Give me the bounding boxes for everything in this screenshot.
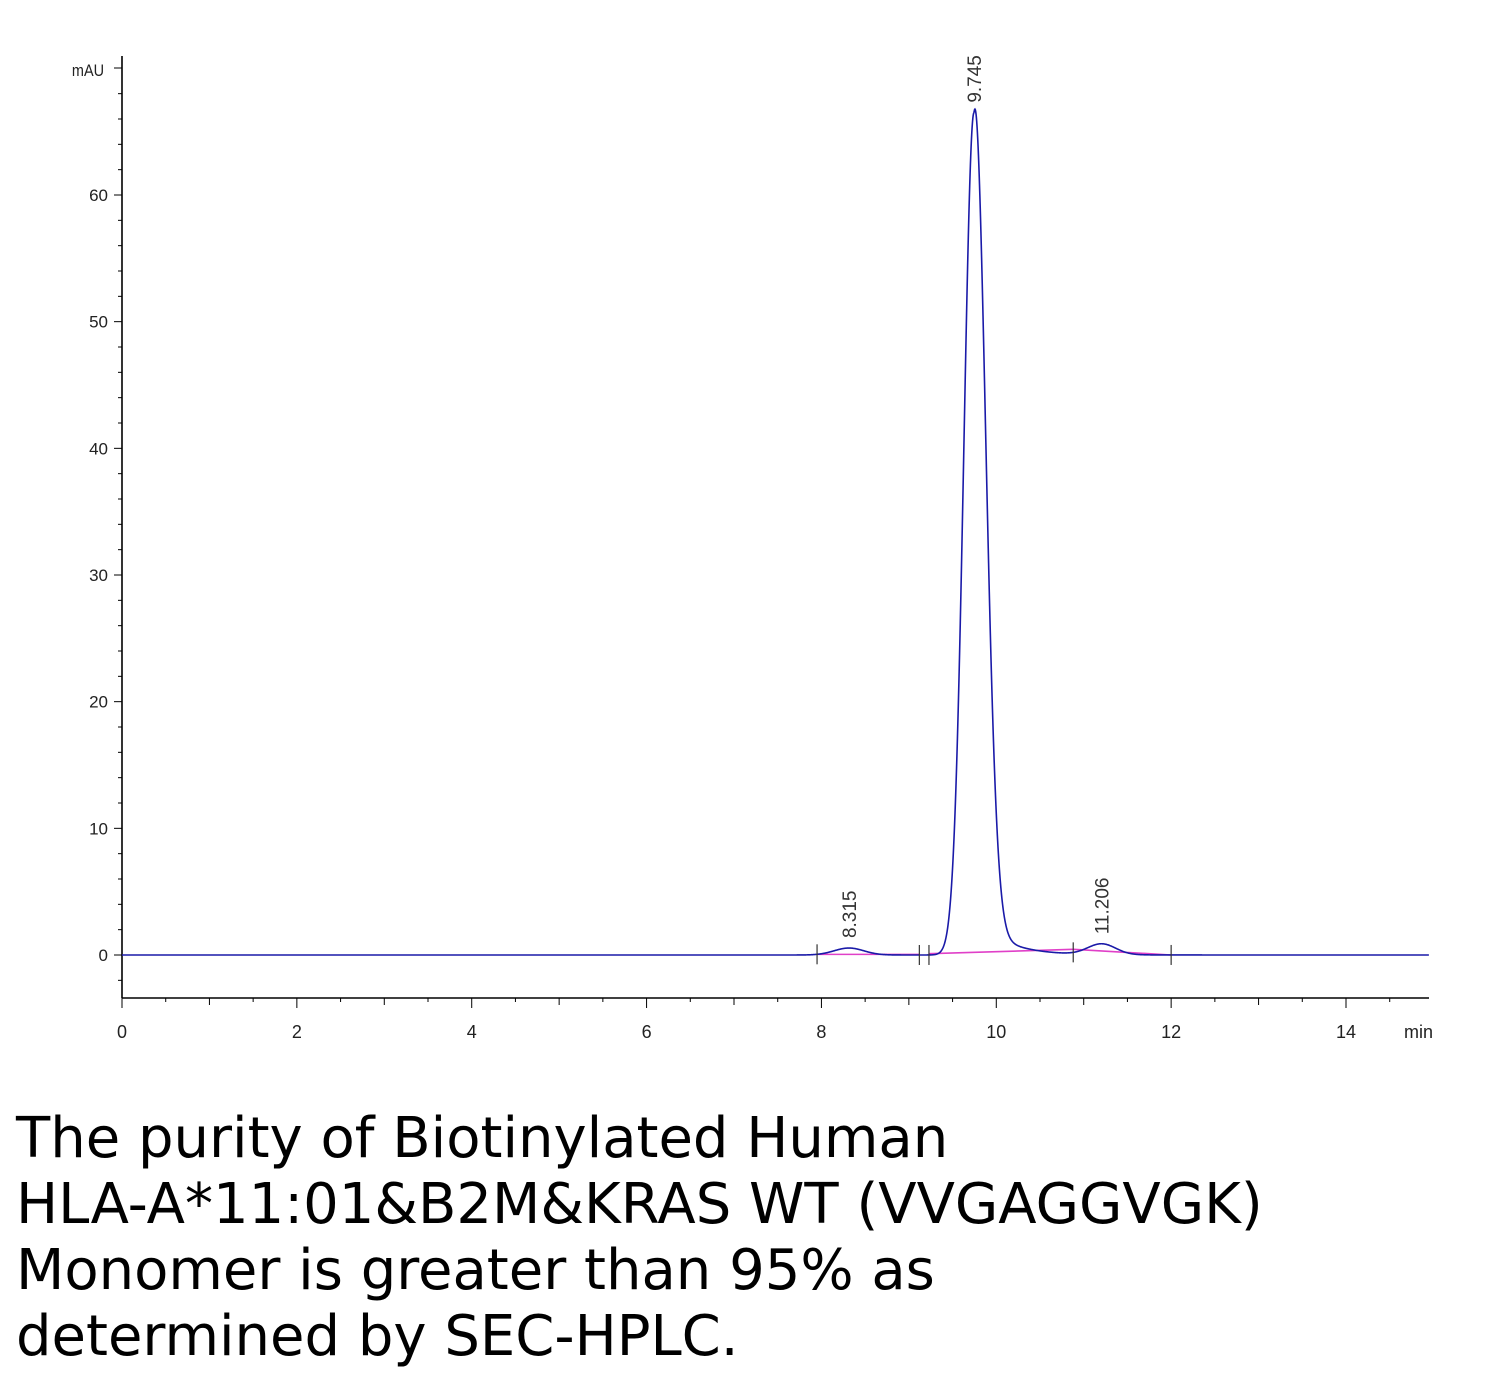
y-tick-label: 50	[89, 313, 108, 332]
chart-ticks: 0 10 20 30 40 50 60 0 2 4 6 8 10 12 14	[89, 67, 1391, 1042]
x-tick-label: 8	[816, 1022, 826, 1042]
integration-baseline	[1073, 948, 1172, 956]
integration-markers	[816, 942, 1172, 965]
y-tick-label: 10	[89, 819, 108, 838]
peak-label: 11.206	[1093, 878, 1114, 935]
caption-line-2: HLA-A*11:01&B2M&KRAS WT (VVGAGGVGK)	[16, 1172, 1263, 1237]
y-axis-label: mAU	[72, 62, 104, 80]
x-tick-label: 6	[642, 1022, 652, 1042]
x-tick-label: 2	[292, 1022, 302, 1042]
x-tick-label: 0	[117, 1022, 127, 1042]
integration-baseline	[928, 948, 1074, 955]
y-tick-label: 40	[89, 439, 108, 458]
x-tick-label: 14	[1336, 1022, 1356, 1042]
x-tick-label: 4	[467, 1022, 477, 1042]
y-tick-label: 0	[99, 946, 108, 965]
caption-line-1: The purity of Biotinylated Human	[16, 1106, 949, 1171]
chart-axes	[121, 56, 1429, 999]
x-axis-label: min	[1404, 1022, 1433, 1042]
y-tick-label: 30	[89, 566, 108, 585]
x-tick-label: 12	[1161, 1022, 1181, 1042]
y-tick-label: 20	[89, 693, 108, 712]
peak-label: 8.315	[840, 890, 861, 938]
chromatogram-chart: 0 10 20 30 40 50 60 0 2 4 6 8 10 12 14 mAU min 8.315 9.…	[72, 55, 1433, 1042]
peak-label: 9.745	[965, 55, 986, 103]
y-tick-label: 60	[89, 186, 108, 205]
x-tick-label: 10	[986, 1022, 1006, 1042]
chart-labels: mAU min 8.315 9.745 11.206	[72, 55, 1433, 1042]
caption-line-3: Monomer is greater than 95% as	[16, 1238, 935, 1303]
caption-line-4: determined by SEC-HPLC.	[16, 1304, 739, 1369]
trace-layer	[122, 107, 1429, 956]
chromatogram-trace	[122, 107, 1429, 956]
figure-caption: The purity of Biotinylated Human HLA-A*1…	[16, 1106, 1486, 1370]
